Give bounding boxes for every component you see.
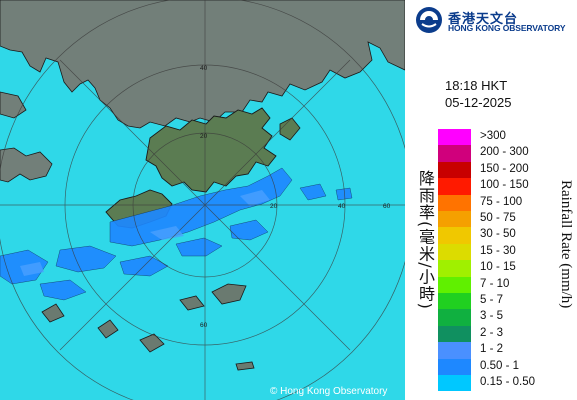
copyright-text: © Hong Kong Observatory: [270, 386, 388, 397]
legend-label: 0.15 - 0.50: [480, 376, 535, 388]
range-ring-labels: 20 40 60 20 40 60: [200, 65, 391, 329]
western-land: [0, 147, 53, 183]
legend-item: 100 - 150: [438, 178, 568, 195]
ring-label: 60: [200, 322, 208, 329]
legend-label: 5 - 7: [480, 294, 504, 306]
radar-map: 20 40 60 20 40 60 © Hong Kong Observator…: [0, 0, 405, 400]
ring-label: 20: [200, 133, 208, 140]
legend-item: 1 - 2: [438, 342, 568, 359]
legend-label: 15 - 30: [480, 244, 516, 257]
legend-label: 3 - 5: [480, 310, 504, 323]
legend-swatch: [438, 293, 471, 310]
org-name-english: HONG KONG OBSERVATORY: [448, 23, 566, 33]
legend-item: 5 - 7: [438, 293, 568, 310]
legend-label: 0.50 - 1: [480, 359, 519, 372]
legend-label: 150 - 200: [480, 162, 529, 175]
legend-swatch: [438, 194, 471, 211]
legend-swatch: [438, 375, 471, 392]
observation-date: 05-12-2025: [445, 95, 512, 110]
legend-item: 10 - 15: [438, 260, 568, 277]
legend-title-chinese: 降雨率(毫米/小時): [416, 170, 435, 310]
legend-item: >300: [438, 129, 568, 146]
legend-label: 1 - 2: [480, 343, 504, 356]
southern-island: [211, 283, 247, 305]
legend-swatch: [438, 178, 471, 195]
legend-label: 50 - 75: [480, 212, 516, 224]
legend-swatch: [438, 145, 471, 162]
legend-item: 150 - 200: [438, 161, 568, 179]
range-rings: [0, 0, 405, 400]
legend-label: 100 - 150: [480, 179, 529, 192]
legend-label: 7 - 10: [480, 277, 510, 290]
ring-label: 20: [270, 203, 278, 210]
legend-swatch: [438, 325, 471, 343]
legend-label: 2 - 3: [480, 326, 504, 339]
legend-item: 15 - 30: [438, 243, 568, 261]
hko-logo-icon: [416, 7, 442, 33]
legend-item: 0.50 - 1: [438, 358, 568, 375]
legend-swatch: [438, 276, 471, 293]
legend-swatch: [438, 260, 471, 277]
eastern-island: [279, 117, 301, 141]
hong-kong-land: [145, 107, 277, 193]
rain-echoes-light: [20, 190, 270, 276]
legend-item: 0.15 - 0.50: [438, 375, 568, 392]
legend-swatch: [438, 243, 471, 261]
legend-item: 2 - 3: [438, 325, 568, 343]
legend-swatch: [438, 211, 471, 228]
legend-label: >300: [480, 130, 506, 142]
legend-label: 200 - 300: [480, 146, 529, 159]
radar-map-svg: 20 40 60 20 40 60: [0, 0, 405, 400]
side-panel: 香港天文台 HONG KONG OBSERVATORY 18:18 HKT 05…: [405, 0, 577, 400]
legend-swatch: [438, 358, 471, 375]
legend-item: 200 - 300: [438, 145, 568, 162]
ring-label: 40: [200, 65, 208, 72]
southern-island: [235, 361, 255, 371]
ring-label: 40: [338, 203, 346, 210]
southern-island: [41, 303, 65, 323]
legend-item: 75 - 100: [438, 194, 568, 211]
legend-swatch: [438, 309, 471, 326]
legend-item: 30 - 50: [438, 227, 568, 244]
legend-swatch: [438, 129, 471, 146]
legend-swatch: [438, 227, 471, 244]
southern-island: [139, 333, 165, 353]
ring-label: 60: [383, 203, 391, 210]
legend-item: 3 - 5: [438, 309, 568, 326]
legend-swatch: [438, 342, 471, 359]
legend-item: 7 - 10: [438, 276, 568, 293]
legend-title-english: Rainfall Rate (mm/h): [558, 180, 574, 309]
observation-time: 18:18 HKT: [445, 78, 508, 93]
legend-label: 10 - 15: [480, 261, 516, 274]
legend-label: 30 - 50: [480, 228, 516, 241]
legend-label: 75 - 100: [480, 195, 523, 208]
org-name-chinese: 香港天文台: [448, 12, 519, 27]
southern-island: [97, 319, 119, 339]
legend-item: 50 - 75: [438, 211, 568, 228]
legend-swatch: [438, 161, 471, 179]
southern-island: [179, 295, 205, 311]
hko-logo: 香港天文台 HONG KONG OBSERVATORY: [415, 6, 575, 36]
